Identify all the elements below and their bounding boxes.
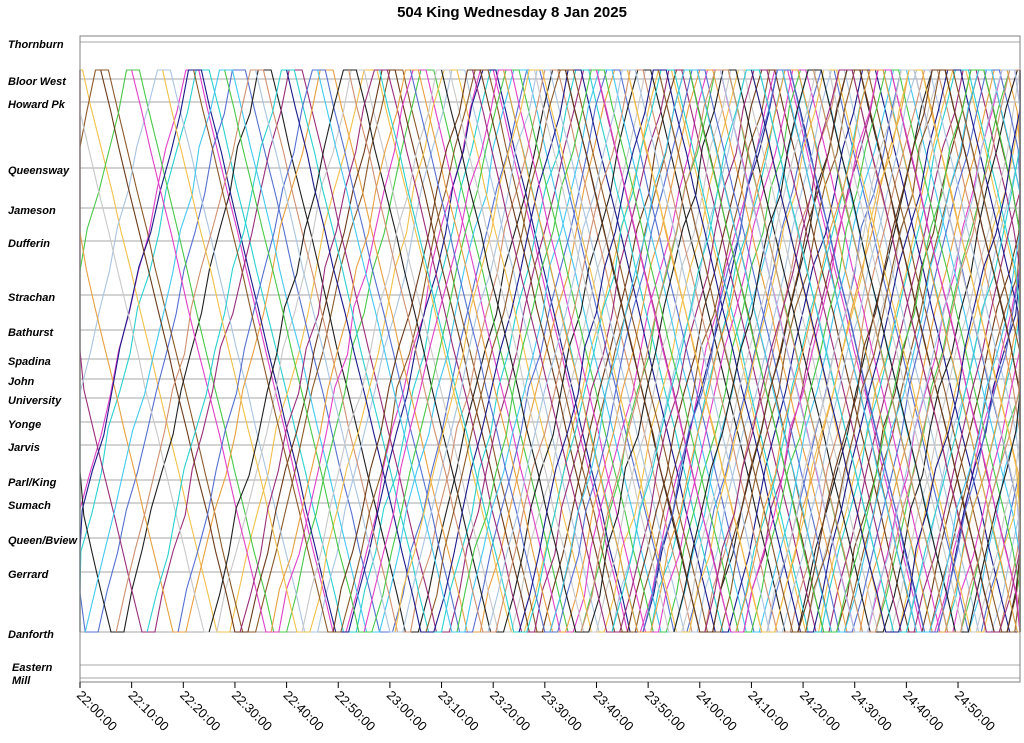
time-tick-label: 22:30:00 [229, 688, 275, 734]
time-tick-label: 23:40:00 [590, 688, 636, 734]
vehicle-trip-line [750, 69, 1021, 633]
stop-label: Bloor West [8, 76, 67, 88]
vehicle-trip-line [440, 69, 1020, 633]
vehicle-trip-line [456, 69, 1021, 633]
vehicle-trip-line [177, 69, 1021, 633]
stop-label: University [8, 395, 62, 407]
vehicle-trip-line [518, 69, 1021, 633]
vehicle-trip-line [348, 69, 1021, 633]
time-tick-label: 23:50:00 [642, 688, 688, 734]
vehicle-trip-line [642, 69, 1021, 633]
stop-label: Eastern [12, 662, 53, 674]
stop-label: Sumach [8, 500, 51, 512]
vehicle-trip-line [781, 69, 1021, 633]
vehicle-trip-line [79, 69, 1021, 633]
stop-label: Danforth [8, 629, 54, 641]
time-tick-label: 24:50:00 [952, 688, 998, 734]
vehicle-trip-line [595, 69, 1021, 633]
time-tick-label: 22:50:00 [332, 688, 378, 734]
vehicle-trip-line [657, 69, 1021, 633]
time-tick-label: 22:40:00 [280, 688, 326, 734]
stop-label: Parl/King [8, 477, 57, 489]
stop-labels: Thornburn Bloor West Howard Pk Queensway Jam… [8, 39, 79, 687]
time-tick-label: 24:20:00 [797, 688, 843, 734]
stop-label: Gerrard [8, 569, 49, 581]
vehicle-trip-line [626, 69, 1021, 633]
stop-label: Howard Pk [8, 99, 66, 111]
stop-label: Queensway [8, 165, 70, 177]
stop-label: Jameson [8, 205, 56, 217]
vehicle-trip-line [317, 69, 1021, 633]
time-tick-label: 24:00:00 [694, 688, 740, 734]
time-axis: 22:00:00 22:10:00 22:20:00 22:30:00 22:40:00… [74, 682, 998, 734]
stop-label: Thornburn [8, 39, 64, 51]
time-tick-label: 22:10:00 [126, 688, 172, 734]
vehicle-trip-line [115, 69, 1021, 633]
vehicle-trip-line [79, 69, 1021, 633]
stop-label: Mill [12, 675, 31, 687]
vehicle-trip-line [487, 69, 1021, 633]
time-tick-label: 23:10:00 [435, 688, 481, 734]
stop-label: John [8, 376, 35, 388]
time-tick-label: 23:30:00 [539, 688, 585, 734]
chart-title: 504 King Wednesday 8 Jan 2025 [397, 4, 627, 21]
vehicle-trip-line [131, 69, 1021, 633]
stop-label: Jarvis [8, 442, 40, 454]
stop-label: Bathurst [8, 327, 55, 339]
vehicle-trip-line [79, 69, 1021, 633]
time-tick-label: 23:20:00 [487, 688, 533, 734]
stop-label: Dufferin [8, 238, 50, 250]
time-tick-label: 22:20:00 [177, 688, 223, 734]
time-tick-label: 24:40:00 [900, 688, 946, 734]
vehicle-trip-line [766, 69, 1021, 633]
vehicle-trip-line [379, 69, 1021, 633]
stop-label: Queen/Bview [8, 535, 79, 547]
vehicle-trip-line [611, 69, 1021, 633]
vehicle-trip-line [332, 69, 1021, 633]
time-tick-label: 24:30:00 [849, 688, 895, 734]
vehicle-trips [79, 69, 1021, 633]
time-tick-label: 22:00:00 [74, 688, 120, 734]
vehicle-trip-line [409, 69, 1021, 633]
vehicle-trip-line [735, 69, 1020, 633]
stop-label: Strachan [8, 292, 55, 304]
stop-label: Spadina [8, 356, 51, 368]
stop-label: Yonge [8, 419, 41, 431]
plot-frame [79, 35, 1021, 683]
time-tick-label: 24:10:00 [745, 688, 791, 734]
time-tick-label: 23:00:00 [384, 688, 430, 734]
